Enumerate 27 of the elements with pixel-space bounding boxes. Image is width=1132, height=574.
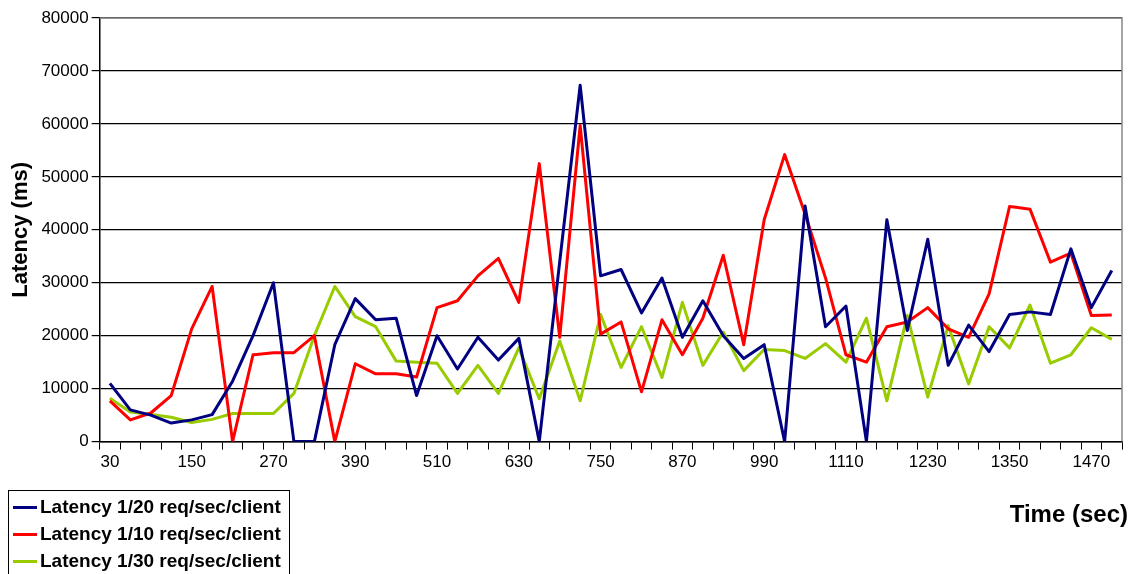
x-tick-label: 1350 <box>990 452 1029 472</box>
x-tick-label: 270 <box>259 452 288 472</box>
x-tick-label: 1470 <box>1072 452 1111 472</box>
x-tick-label: 870 <box>668 452 697 472</box>
y-tick-label: 0 <box>79 431 89 451</box>
legend-label: Latency 1/10 req/sec/client <box>40 523 281 544</box>
y-tick-label: 50000 <box>41 166 89 186</box>
y-tick-label: 80000 <box>41 7 89 27</box>
y-tick-label: 70000 <box>41 60 89 80</box>
x-tick-label: 150 <box>177 452 206 472</box>
x-tick-label: 390 <box>341 452 370 472</box>
x-tick-label: 750 <box>586 452 615 472</box>
y-tick-label: 10000 <box>41 378 89 398</box>
x-tick-label: 1110 <box>828 452 864 472</box>
y-tick-label: 20000 <box>41 325 89 345</box>
y-tick-label: 40000 <box>41 219 89 239</box>
x-tick-label: 990 <box>750 452 779 472</box>
x-tick-label: 630 <box>504 452 534 472</box>
legend-label: Latency 1/30 req/sec/client <box>40 550 281 571</box>
y-tick-label: 30000 <box>41 272 89 292</box>
x-tick-label: 1230 <box>908 452 947 472</box>
x-tick-label: 510 <box>422 452 452 472</box>
x-axis-title: Time (sec) <box>1009 500 1128 528</box>
y-tick-label: 60000 <box>41 113 89 133</box>
y-axis-title: Latency (ms) <box>7 161 33 298</box>
legend-label: Latency 1/20 req/sec/client <box>40 496 281 517</box>
x-tick-label: 30 <box>100 452 120 472</box>
